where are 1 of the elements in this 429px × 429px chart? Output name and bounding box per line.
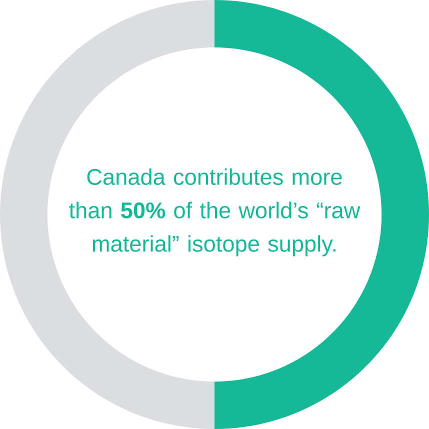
text: Canada contributes more than 50% of the world’s “raw material” isotope supply. [69,168,360,256]
